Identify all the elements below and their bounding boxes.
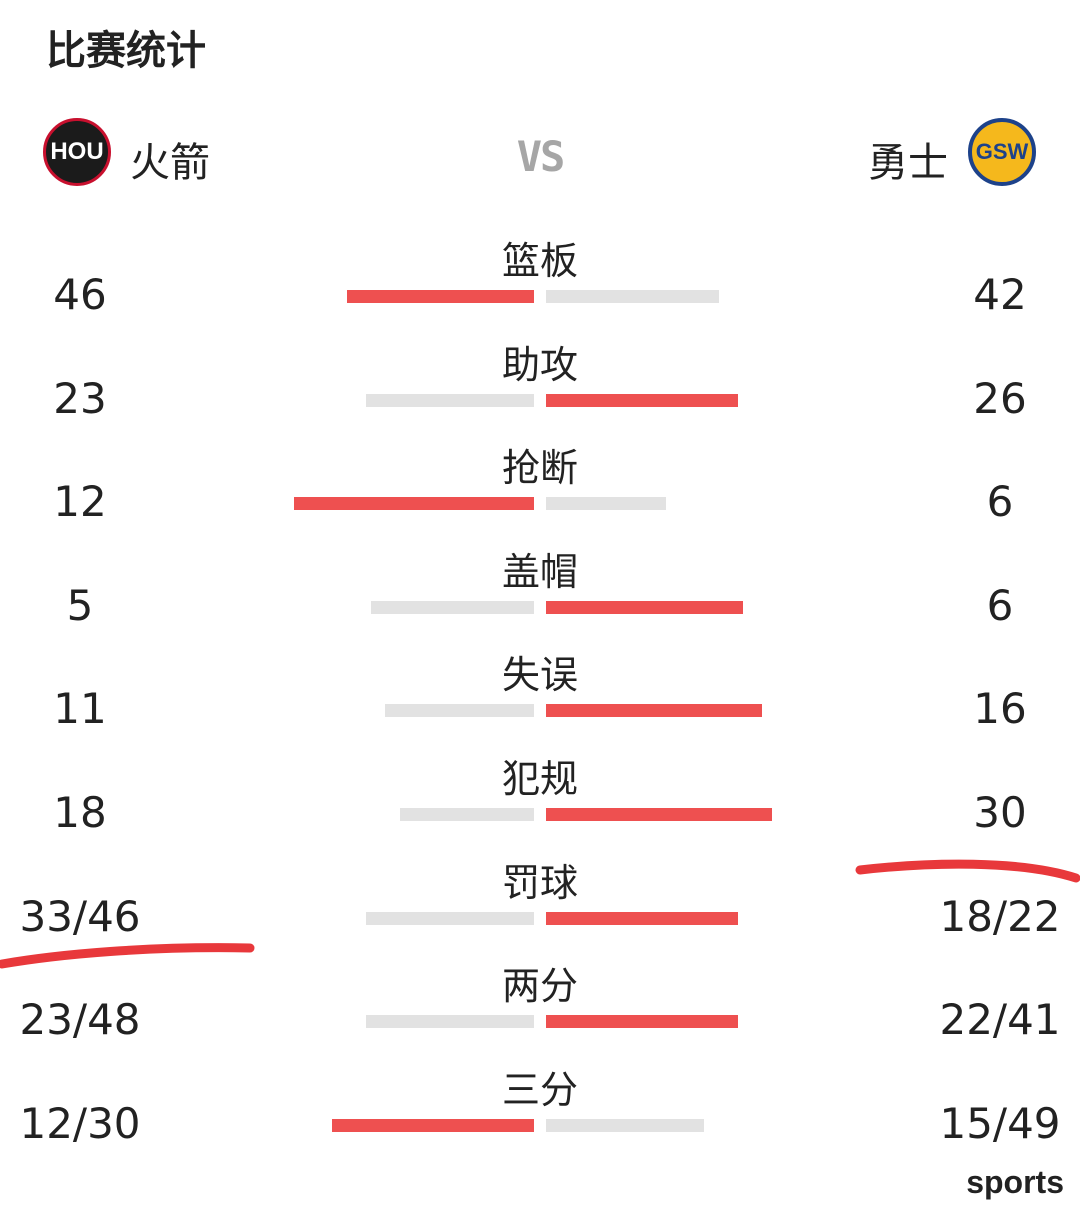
away-stat-value: 18/22 [939,891,1061,941]
away-stat-bar [546,1118,704,1132]
home-stat-value: 18 [53,788,107,837]
stat-label: 抢断 [501,446,578,491]
stat-label: 篮板 [501,239,578,283]
home-stat-bar [366,911,534,925]
watermark-text: sports [966,1164,1064,1200]
home-stat-value: 12/30 [19,1098,141,1148]
stat-label: 盖帽 [501,549,578,594]
away-stat-value: 6 [986,477,1014,527]
home-stat-bar [332,1118,534,1132]
stat-label: 助攻 [501,342,578,387]
home-stat-value: 12 [53,477,107,527]
away-stat-value: 42 [973,270,1027,319]
stat-row: 三分 12/30 15/49 [0,1057,1080,1161]
away-stat-value: 26 [973,373,1027,423]
stat-label: 犯规 [501,757,578,801]
team-header: HOU 火箭 VS 勇士 GSW [0,110,1080,200]
home-stat-value: 5 [66,580,94,630]
home-stat-bar [366,1015,534,1029]
away-stat-value: 6 [986,580,1014,630]
away-team-name[interactable]: 勇士 [868,140,948,186]
stat-label: 失误 [501,653,578,698]
annotation-underline-home [0,943,255,969]
away-stat-bar [546,1015,738,1029]
stat-row: 助攻 23 26 [0,332,1080,436]
home-stat-value: 46 [53,270,107,319]
stat-label: 三分 [501,1067,578,1112]
vs-label: VS [516,132,566,181]
home-stat-bar [385,704,534,718]
home-stat-bar [371,600,534,614]
away-stat-bar [546,290,719,303]
away-stat-bar [546,393,738,407]
stat-row: 抢断 12 6 [0,435,1080,539]
home-stat-bar [347,290,534,303]
away-stat-value: 16 [973,684,1027,734]
home-stat-bar [294,497,534,511]
home-stat-value: 33/46 [19,891,141,941]
stat-row: 罚球 33/46 18/22 [0,850,1080,954]
home-team-name[interactable]: 火箭 [130,140,210,186]
away-stat-bar [546,808,772,821]
away-stat-bar [546,704,762,718]
page-title: 比赛统计 [46,28,206,74]
home-stat-value: 23/48 [19,995,141,1045]
stat-row: 两分 23/48 22/41 [0,953,1080,1057]
warriors-logo-icon: GSW [968,118,1036,186]
home-stat-bar [400,808,534,821]
stat-row: 篮板 46 42 [0,228,1080,332]
home-stat-value: 11 [53,684,107,734]
annotation-underline-away [855,859,1080,883]
stat-row: 失误 11 16 [0,642,1080,746]
rockets-logo-icon: HOU [43,118,111,186]
away-stat-bar [546,600,743,614]
away-stat-value: 22/41 [939,995,1061,1045]
away-stat-value: 15/49 [939,1098,1061,1148]
home-stat-bar [366,393,534,407]
stat-label: 罚球 [501,860,578,905]
away-stat-bar [546,911,738,925]
stat-label: 两分 [501,964,578,1009]
stat-row: 盖帽 5 6 [0,539,1080,643]
home-stat-value: 23 [53,373,107,423]
away-stat-value: 30 [973,788,1027,837]
away-stat-bar [546,497,666,511]
stat-row: 犯规 18 30 [0,746,1080,850]
